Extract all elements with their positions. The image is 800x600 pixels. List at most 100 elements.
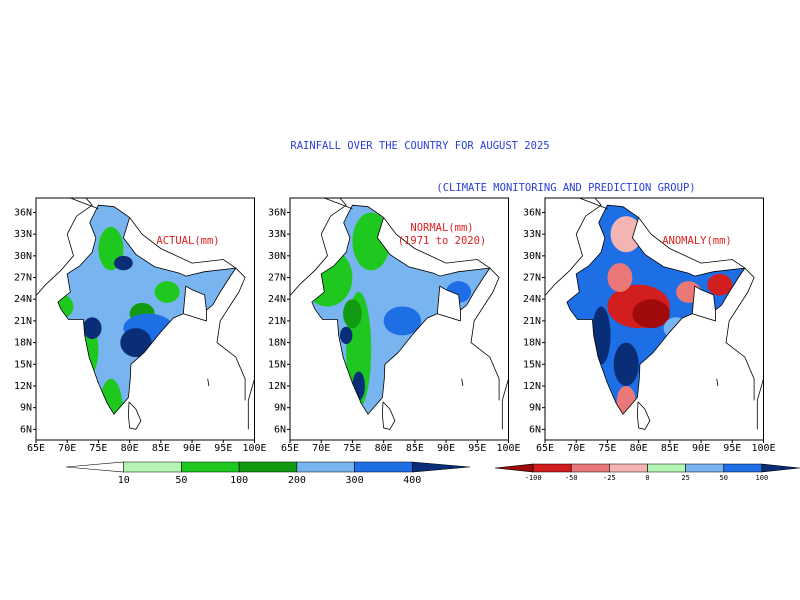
lat-label: 6N (529, 424, 541, 435)
lat-label: 33N (268, 229, 286, 240)
rain-patch (352, 371, 365, 401)
neighbor-border (207, 378, 210, 387)
lon-label: 90E (437, 443, 455, 454)
panel-label: ACTUAL(mm) (156, 235, 219, 247)
lat-label: 30N (14, 251, 32, 262)
colorbar-label: 10 (118, 475, 130, 486)
lon-label: 100E (242, 443, 266, 454)
patches (591, 216, 733, 415)
lat-label: 33N (523, 229, 541, 240)
colorbar-label: 100 (230, 475, 248, 486)
lat-label: 24N (523, 294, 541, 305)
neighbor-border (461, 378, 464, 387)
rain-patch (383, 306, 422, 336)
colorbar-segment (354, 461, 413, 473)
lat-label: 18N (14, 338, 32, 349)
india-border (566, 204, 746, 415)
lon-label: 85E (661, 443, 679, 454)
colorbar-label: 400 (403, 475, 421, 486)
lon-label: 75E (343, 443, 361, 454)
rain-patch (82, 317, 102, 339)
colorbar: 10 50 100 200 300 400 (65, 461, 471, 486)
subtitle: (CLIMATE MONITORING AND PREDICTION GROUP… (436, 182, 695, 194)
lat-label: 30N (268, 251, 286, 262)
lat-label: 18N (268, 338, 286, 349)
india-border (311, 204, 491, 415)
map-panel: 36N 33N 30N 27N 24N 21N 18N 15N 12N 9N 6N 65E 70E 75E… (14, 197, 267, 454)
rain-patch (343, 299, 362, 329)
lat-label: 36N (523, 207, 541, 218)
rain-patch (120, 328, 152, 358)
neighbor-border (638, 217, 755, 401)
lat-label: 6N (274, 424, 286, 435)
lon-label: 80E (121, 443, 139, 454)
lon-label: 100E (751, 443, 775, 454)
colorbar-segment (296, 461, 355, 473)
map-panel: 36N 33N 30N 27N 24N 21N 18N 15N 12N 9N 6N 65E 70E 75E… (523, 197, 776, 454)
lon-label: 65E (536, 443, 554, 454)
map-frame (544, 197, 764, 441)
colorbar-segment (609, 463, 648, 473)
neighbor-border (383, 217, 500, 401)
rain-patch (57, 291, 74, 321)
neighbor-border (756, 378, 764, 430)
colorbar-segment (723, 463, 763, 473)
lat-label: 9N (274, 403, 286, 414)
lon-label: 95E (723, 443, 741, 454)
rain-patch (707, 273, 733, 296)
neighbor-border (437, 310, 461, 322)
panel-label: NORMAL(mm) (410, 222, 473, 234)
title: RAINFALL OVER THE COUNTRY FOR AUGUST 202… (290, 140, 549, 152)
lat-label: 12N (523, 381, 541, 392)
colorbar-segment (123, 461, 182, 473)
neighbor-border (692, 310, 716, 322)
colorbar-segment (411, 461, 471, 473)
rain-patch (114, 255, 133, 271)
lat-label: 27N (14, 273, 32, 284)
colorbar-label: 50 (720, 474, 728, 482)
rain-patch (339, 326, 353, 345)
neighbor-border (501, 378, 509, 430)
lon-label: 70E (312, 443, 330, 454)
lon-label: 65E (27, 443, 45, 454)
lat-label: 12N (268, 381, 286, 392)
lat-label: 18N (523, 338, 541, 349)
lon-label: 75E (598, 443, 616, 454)
panel-label: (1971 to 2020) (398, 235, 487, 247)
neighbor-border (129, 217, 246, 401)
colorbar-segment (761, 463, 800, 473)
lon-label: 100E (496, 443, 520, 454)
colorbar-segment (647, 463, 686, 473)
lat-label: 15N (523, 359, 541, 370)
lat-label: 27N (523, 273, 541, 284)
rain-patch (154, 281, 180, 303)
lat-label: 9N (20, 403, 32, 414)
neighbor-border (381, 401, 396, 430)
map-panel: 36N 33N 30N 27N 24N 21N 18N 15N 12N 9N 6N 65E 70E 75E… (268, 197, 521, 454)
lat-label: 33N (14, 229, 32, 240)
colorbar-label: -25 (603, 474, 616, 482)
neighbor-border (247, 378, 255, 430)
panel-label: ANOMALY(mm) (662, 235, 732, 247)
colorbar-segment (532, 463, 572, 473)
neighbor-border (324, 197, 353, 210)
lon-label: 65E (281, 443, 299, 454)
lon-label: 95E (214, 443, 232, 454)
neighbor-border (70, 197, 99, 210)
colorbar-label: 300 (346, 475, 364, 486)
lon-label: 75E (89, 443, 107, 454)
rain-patch (613, 342, 639, 386)
lon-label: 85E (152, 443, 170, 454)
neighbor-border (544, 197, 602, 296)
colorbar-label: 50 (175, 475, 187, 486)
map-frame (35, 197, 255, 441)
india-border (57, 204, 237, 415)
rain-patch (676, 281, 702, 303)
colorbar-label: 100 (756, 474, 769, 482)
lat-label: 9N (529, 403, 541, 414)
rain-patch (663, 317, 689, 339)
neighbor-border (636, 401, 651, 430)
lon-label: 80E (375, 443, 393, 454)
lon-label: 90E (183, 443, 201, 454)
colorbar-segment (494, 463, 534, 473)
